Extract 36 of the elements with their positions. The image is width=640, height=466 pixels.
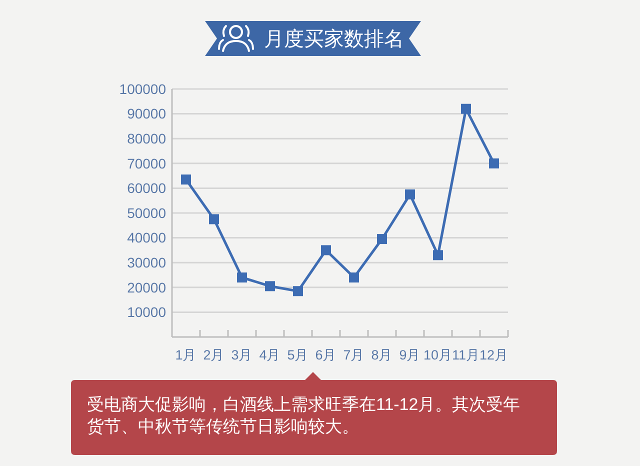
x-tick-label: 8月 — [371, 348, 393, 363]
y-tick-label: 10000 — [127, 304, 166, 320]
y-tick-label: 90000 — [127, 106, 166, 122]
point — [181, 174, 191, 185]
text: 受电商大促影响，白酒线上需求旺季在11-12月。其次受年货节、中秋节等传统节日影响较大。 — [87, 395, 520, 436]
point — [377, 234, 387, 244]
x-tick-label: 9月 — [399, 348, 421, 363]
x-tick-label: 3月 — [231, 348, 253, 363]
y-tick-label: 60000 — [127, 180, 166, 196]
x-tick-label: 1月 — [175, 348, 197, 363]
y-tick-label: 70000 — [127, 155, 166, 172]
x-tick-label: 12月 — [479, 348, 509, 363]
point — [265, 281, 275, 292]
point — [321, 245, 331, 256]
point — [405, 189, 415, 200]
y-tick-label: 30000 — [127, 254, 166, 270]
x-tick-label: 11月 — [452, 348, 480, 363]
point — [433, 250, 443, 260]
point — [209, 214, 219, 224]
y-tick-label: 80000 — [127, 130, 166, 146]
x-tick-label: 4月 — [259, 348, 281, 363]
point — [489, 158, 499, 168]
y-tick-label: 50000 — [127, 204, 166, 221]
x-tick-label: 6月 — [315, 348, 337, 363]
y-tick-label: 100000 — [119, 80, 166, 97]
point — [349, 272, 359, 282]
point — [293, 286, 303, 296]
point — [237, 272, 247, 282]
y-tick-label: 40000 — [127, 230, 166, 246]
x-tick-label: 2月 — [203, 348, 225, 363]
point — [461, 104, 471, 114]
x-tick-label: 7月 — [343, 348, 365, 363]
x-tick-label: 10月 — [423, 348, 453, 363]
y-tick-label: 20000 — [127, 279, 166, 296]
x-tick-label: 5月 — [287, 348, 309, 363]
chart-title: 月度买家数排名 — [264, 28, 404, 50]
